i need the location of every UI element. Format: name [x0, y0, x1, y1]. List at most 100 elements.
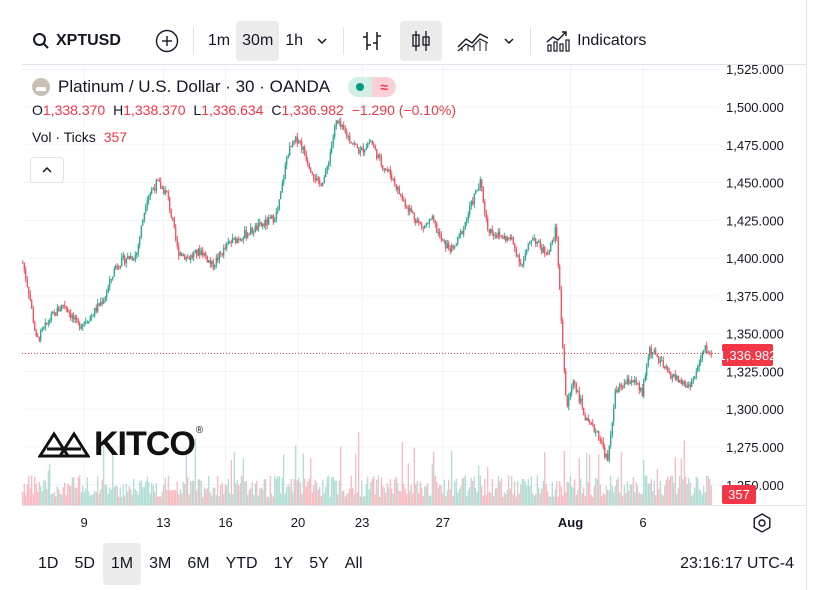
bar-style-button[interactable] — [352, 21, 392, 61]
candle-body — [95, 307, 97, 312]
candle-body — [374, 146, 376, 150]
volume-bar — [245, 481, 247, 505]
delayed-data-icon: ≈ — [372, 77, 397, 97]
volume-bar — [389, 479, 391, 505]
candle-body — [61, 304, 63, 310]
range-1y-button[interactable]: 1Y — [273, 555, 294, 572]
candle-style-button[interactable] — [400, 21, 443, 61]
candle-body — [469, 205, 471, 215]
interval-menu-button[interactable] — [309, 21, 335, 61]
candle-body — [649, 347, 651, 358]
candle-body — [86, 321, 88, 323]
clock-timezone[interactable]: 23:16:17 UTC-4 — [680, 555, 794, 572]
volume-bar — [50, 494, 52, 505]
volume-bar — [281, 477, 283, 505]
volume-bar — [403, 483, 405, 505]
volume-bar — [409, 490, 411, 505]
volume-bar — [626, 481, 628, 505]
volume-bar — [146, 476, 148, 505]
volume-bar — [413, 447, 415, 505]
volume-bar — [674, 456, 676, 505]
range-1d-button[interactable]: 1D — [38, 555, 59, 572]
candle-body — [455, 243, 457, 246]
candle-body — [586, 417, 588, 421]
candle-body — [700, 357, 702, 363]
interval-1h-button[interactable]: 1h — [285, 32, 304, 49]
candle-body — [425, 223, 427, 226]
volume-bar — [668, 479, 670, 505]
volume-bar — [659, 480, 661, 505]
volume-bar — [508, 475, 510, 505]
candle-body — [83, 322, 85, 325]
candle-body — [319, 179, 321, 184]
candle-body — [422, 226, 424, 229]
volume-bar — [467, 490, 469, 505]
candle-body — [173, 219, 175, 228]
candle-body — [35, 330, 37, 336]
candle-body — [376, 149, 378, 159]
volume-bar — [85, 488, 87, 505]
volume-bar — [485, 495, 487, 505]
candle-body — [134, 255, 136, 260]
chart-type-menu-button[interactable] — [496, 21, 522, 61]
indicators-button[interactable]: Indicators — [539, 21, 652, 61]
interval-30m-button[interactable]: 30m — [236, 21, 280, 61]
candle-body — [346, 131, 348, 137]
range-5y-button[interactable]: 5Y — [309, 555, 329, 572]
candle-body — [206, 255, 208, 263]
candle-body — [514, 243, 516, 249]
candle-body — [122, 255, 124, 258]
volume-bar — [658, 488, 660, 505]
candle-body — [530, 240, 532, 243]
candle-body — [671, 376, 673, 379]
candle-body — [272, 215, 274, 222]
candle-body — [128, 255, 130, 259]
volume-bar — [280, 493, 282, 505]
volume-bar — [481, 485, 483, 505]
volume-bar — [128, 486, 130, 505]
symbol-search[interactable]: XPTUSD — [22, 21, 131, 61]
candle-body — [398, 187, 400, 195]
volume-bar — [398, 490, 400, 505]
candle-body — [329, 151, 331, 163]
range-6m-button[interactable]: 6M — [187, 555, 210, 572]
candle-body — [92, 315, 94, 317]
range-1m-button[interactable]: 1M — [102, 543, 142, 585]
volume-bar — [236, 480, 238, 505]
candle-body — [650, 347, 652, 355]
volume-bar — [572, 487, 574, 505]
candle-body — [466, 218, 468, 222]
market-status-pill[interactable]: ≈ — [348, 77, 397, 97]
add-symbol-button[interactable] — [149, 21, 185, 61]
candle-body — [460, 231, 462, 235]
volume-bar — [410, 484, 412, 505]
candle-body — [209, 259, 211, 264]
collapse-legend-button[interactable] — [30, 157, 64, 183]
range-3m-button[interactable]: 3M — [149, 555, 172, 572]
symbol-title[interactable]: Platinum / U.S. Dollar · 30 · OANDA — [58, 77, 331, 96]
settings-icon[interactable] — [752, 513, 772, 533]
candle-body — [557, 236, 559, 267]
candle-body — [382, 165, 384, 170]
candle-body — [163, 188, 165, 195]
candle-body — [68, 312, 70, 314]
candle-body — [305, 154, 307, 161]
candle-body — [389, 169, 391, 175]
candle-body — [34, 322, 36, 331]
volume-bar — [193, 481, 195, 505]
range-ytd-button[interactable]: YTD — [225, 555, 258, 572]
candle-body — [190, 255, 192, 260]
volume-bar — [343, 490, 345, 505]
volume-bar — [107, 493, 109, 505]
volume-bar — [37, 492, 39, 505]
volume-bar — [98, 494, 100, 505]
interval-1m-button[interactable]: 1m — [207, 32, 231, 49]
candle-body — [529, 242, 531, 244]
candle-body — [392, 178, 394, 180]
range-5d-button[interactable]: 5D — [74, 555, 95, 572]
volume-bar — [497, 476, 499, 505]
volume-bar — [254, 483, 256, 505]
area-style-button[interactable] — [450, 21, 496, 61]
range-all-button[interactable]: All — [344, 555, 363, 572]
